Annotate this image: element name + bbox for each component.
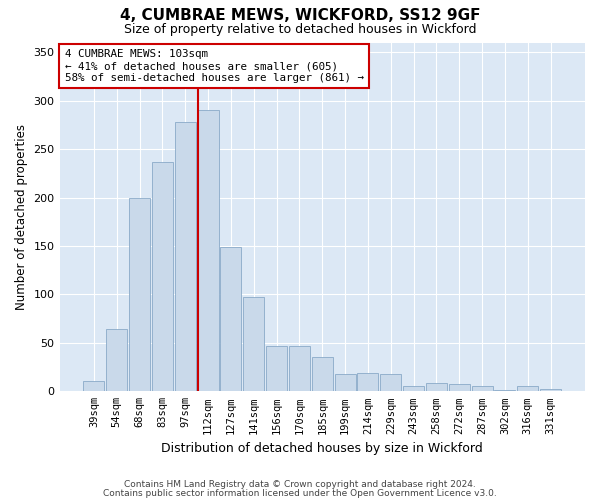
- Bar: [403, 386, 424, 392]
- Y-axis label: Number of detached properties: Number of detached properties: [15, 124, 28, 310]
- Text: Contains HM Land Registry data © Crown copyright and database right 2024.: Contains HM Land Registry data © Crown c…: [124, 480, 476, 489]
- Bar: [289, 346, 310, 392]
- Bar: [106, 330, 127, 392]
- Bar: [540, 390, 561, 392]
- Bar: [358, 373, 379, 392]
- Bar: [517, 386, 538, 392]
- Bar: [152, 162, 173, 392]
- Bar: [494, 390, 515, 392]
- Bar: [472, 386, 493, 392]
- Bar: [197, 110, 218, 392]
- Bar: [380, 374, 401, 392]
- Text: 4, CUMBRAE MEWS, WICKFORD, SS12 9GF: 4, CUMBRAE MEWS, WICKFORD, SS12 9GF: [120, 8, 480, 22]
- X-axis label: Distribution of detached houses by size in Wickford: Distribution of detached houses by size …: [161, 442, 483, 455]
- Bar: [335, 374, 356, 392]
- Bar: [175, 122, 196, 392]
- Bar: [426, 382, 447, 392]
- Text: Contains public sector information licensed under the Open Government Licence v3: Contains public sector information licen…: [103, 489, 497, 498]
- Text: 4 CUMBRAE MEWS: 103sqm
← 41% of detached houses are smaller (605)
58% of semi-de: 4 CUMBRAE MEWS: 103sqm ← 41% of detached…: [65, 50, 364, 82]
- Bar: [312, 358, 333, 392]
- Bar: [220, 247, 241, 392]
- Text: Size of property relative to detached houses in Wickford: Size of property relative to detached ho…: [124, 22, 476, 36]
- Bar: [243, 298, 264, 392]
- Bar: [83, 380, 104, 392]
- Bar: [129, 198, 150, 392]
- Bar: [266, 346, 287, 392]
- Bar: [449, 384, 470, 392]
